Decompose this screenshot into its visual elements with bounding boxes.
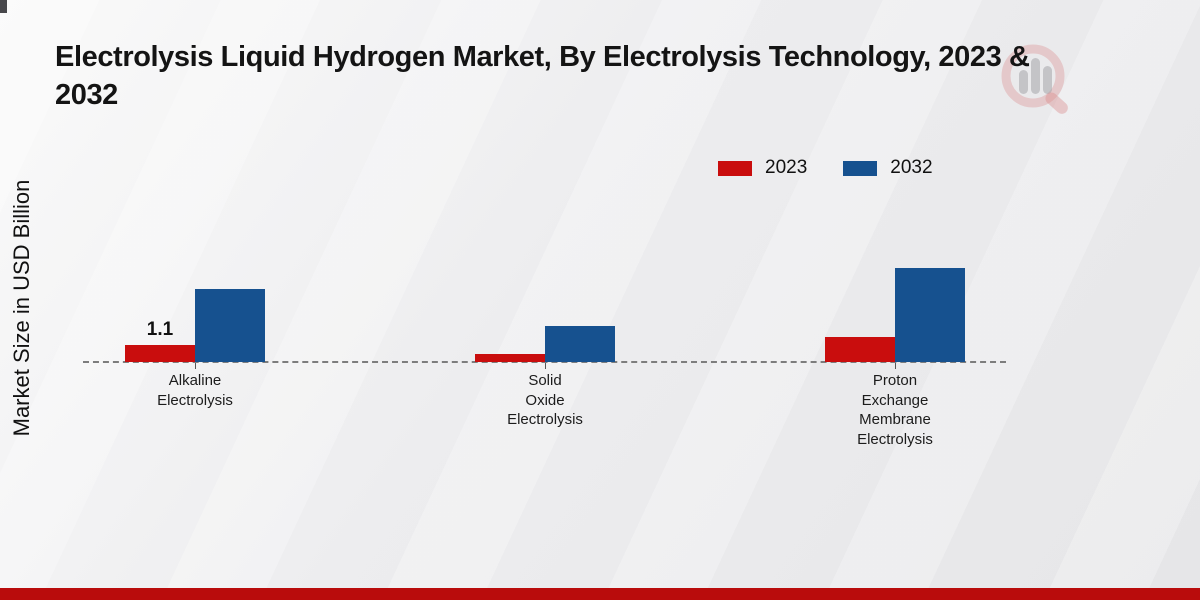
category-label-line: Exchange xyxy=(861,391,929,409)
category-label-line: Electrolysis xyxy=(157,391,233,409)
legend-swatch-2032 xyxy=(843,160,878,176)
x-axis-tick xyxy=(545,363,546,369)
bar-2032-solid-oxide-electrolysis xyxy=(545,326,615,362)
market-research-logo-watermark-icon xyxy=(1001,44,1068,114)
bar-2032-proton-exchange-membrane-electrolysis xyxy=(895,268,965,362)
legend-item-2023: 2023 xyxy=(718,157,807,179)
zero-baseline xyxy=(83,361,1006,363)
category-label-line: Membrane xyxy=(859,411,931,428)
category-label-proton-exchange-membrane-electrolysis: Proton Exchange Membrane Electrolysis xyxy=(805,371,985,449)
category-label-solid-oxide-electrolysis: Solid Oxide Electrolysis xyxy=(455,371,635,430)
category-label-line: Proton xyxy=(872,372,918,389)
legend: 2023 2032 xyxy=(718,157,933,179)
corner-artifact xyxy=(0,0,7,13)
bar-2023-alkaline-electrolysis xyxy=(125,345,195,362)
category-label-line: Oxide xyxy=(525,391,565,409)
legend-label: 2032 xyxy=(890,157,933,178)
category-label-line: Alkaline xyxy=(168,372,222,389)
category-label-line: Solid xyxy=(528,372,562,389)
category-label-alkaline-electrolysis: Alkaline Electrolysis xyxy=(105,371,285,410)
bar-2023-proton-exchange-membrane-electrolysis xyxy=(825,337,895,362)
chart-title: Electrolysis Liquid Hydrogen Market, By … xyxy=(55,41,1030,111)
category-label-line: Electrolysis xyxy=(507,411,583,428)
bar-2032-alkaline-electrolysis xyxy=(195,289,265,362)
legend-swatch-2023 xyxy=(718,160,752,176)
x-axis-tick xyxy=(895,363,896,369)
footer-accent-band xyxy=(0,588,1200,600)
legend-item-2032: 2032 xyxy=(843,157,933,179)
bar-2023-solid-oxide-electrolysis xyxy=(475,354,545,362)
x-axis-tick xyxy=(195,363,196,369)
legend-label: 2023 xyxy=(765,157,808,178)
bar-value-label: 1.1 xyxy=(146,319,174,340)
category-label-line: Electrolysis xyxy=(857,430,933,448)
